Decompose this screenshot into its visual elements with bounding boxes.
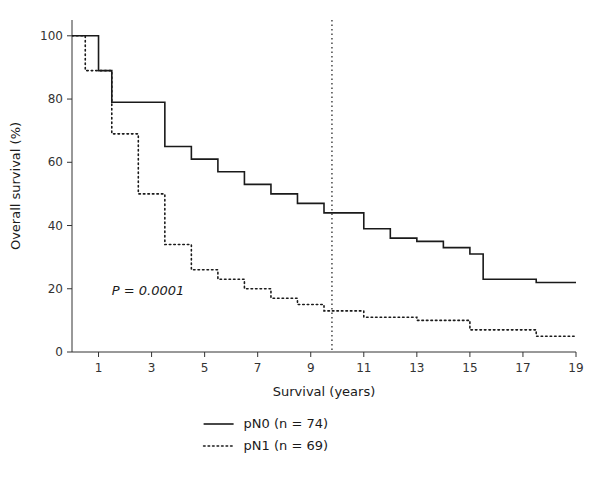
x-tick <box>257 352 258 357</box>
x-tick-label: 17 <box>515 361 530 375</box>
x-axis-line <box>72 352 576 353</box>
x-tick <box>522 352 523 357</box>
x-tick <box>204 352 205 357</box>
x-tick <box>416 352 417 357</box>
vertical-line <box>331 20 332 352</box>
y-tick <box>67 162 72 163</box>
y-tick <box>67 352 72 353</box>
legend-swatch <box>204 445 234 447</box>
y-tick <box>67 288 72 289</box>
x-tick-label: 1 <box>95 361 103 375</box>
y-tick-label: 20 <box>48 282 63 296</box>
y-tick-label: 60 <box>48 155 63 169</box>
x-tick <box>310 352 311 357</box>
x-tick-label: 3 <box>148 361 156 375</box>
chart: 135791113151719020406080100Survival (yea… <box>0 0 600 492</box>
y-tick <box>67 99 72 100</box>
legend-swatch <box>204 423 234 425</box>
y-tick <box>67 225 72 226</box>
legend-label: pN1 (n = 69) <box>244 438 328 453</box>
x-axis-label: Survival (years) <box>273 384 375 399</box>
y-axis-line <box>72 20 73 352</box>
y-axis-label: Overall survival (%) <box>8 122 23 250</box>
x-tick-label: 11 <box>356 361 371 375</box>
survival-line <box>72 36 576 336</box>
x-tick-label: 9 <box>307 361 315 375</box>
x-tick-label: 19 <box>568 361 583 375</box>
x-tick <box>469 352 470 357</box>
x-tick-label: 5 <box>201 361 209 375</box>
y-tick-label: 100 <box>40 29 63 43</box>
y-tick-label: 40 <box>48 219 63 233</box>
y-tick <box>67 35 72 36</box>
annotation: P = 0.0001 <box>112 283 184 298</box>
survival-line <box>72 36 576 283</box>
legend-label: pN0 (n = 74) <box>244 416 328 431</box>
x-tick <box>98 352 99 357</box>
x-tick <box>576 352 577 357</box>
x-tick-label: 13 <box>409 361 424 375</box>
x-tick-label: 7 <box>254 361 262 375</box>
plot-area <box>72 20 576 352</box>
x-tick <box>151 352 152 357</box>
y-tick-label: 80 <box>48 92 63 106</box>
x-tick-label: 15 <box>462 361 477 375</box>
x-tick <box>363 352 364 357</box>
y-tick-label: 0 <box>55 345 63 359</box>
